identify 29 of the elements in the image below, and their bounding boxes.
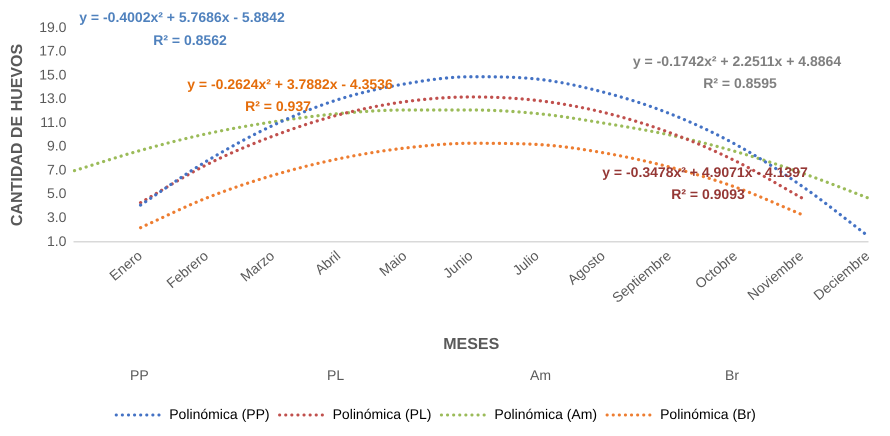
y-tick-label: 15.0	[39, 66, 67, 82]
annotation: R² = 0.8595	[703, 74, 777, 91]
x-tick-label: Maio	[376, 247, 410, 280]
text: Am	[530, 366, 551, 383]
x-tick-label: Julio	[509, 247, 542, 278]
y-tick-label: 9.0	[46, 138, 67, 154]
text: PL	[327, 366, 344, 383]
y-tick-label: 1.0	[46, 232, 67, 249]
y-axis-title: CANTIDAD DE HUEVOS	[9, 44, 26, 226]
text: y = -0.4002x² + 5.7686x - 5.8842	[79, 8, 285, 25]
y-tick-label: 17.0	[39, 42, 67, 59]
y-tick-label: 5.0	[46, 185, 67, 202]
y-tick-label: 19.0	[39, 18, 67, 35]
annotation: R² = 0.8562	[153, 32, 227, 48]
y-tick-label: 11.0	[40, 114, 67, 130]
legend-label: Polinómica (Am)	[494, 406, 598, 422]
legend-label: Polinómica (PL)	[332, 406, 432, 422]
y-tick-label: 13.0	[39, 90, 67, 106]
x-axis-title: MESES	[443, 336, 500, 353]
y-tick-label: 7.0	[46, 161, 67, 178]
annotation: y = -0.1742x² + 2.2511x + 4.8864	[632, 52, 842, 69]
y-tick-label: 3.0	[46, 209, 67, 226]
legend-label: Polinómica (Br)	[660, 406, 756, 422]
annotation: y = -0.2624x² + 3.7882x - 4.3536	[187, 76, 393, 92]
text: Br	[725, 366, 740, 383]
annotation: R² = 0.937	[245, 98, 312, 114]
legend-label: Polinómica (PP)	[169, 406, 270, 422]
annotation: R² = 0.9093	[671, 186, 745, 202]
text: PP	[130, 366, 149, 383]
